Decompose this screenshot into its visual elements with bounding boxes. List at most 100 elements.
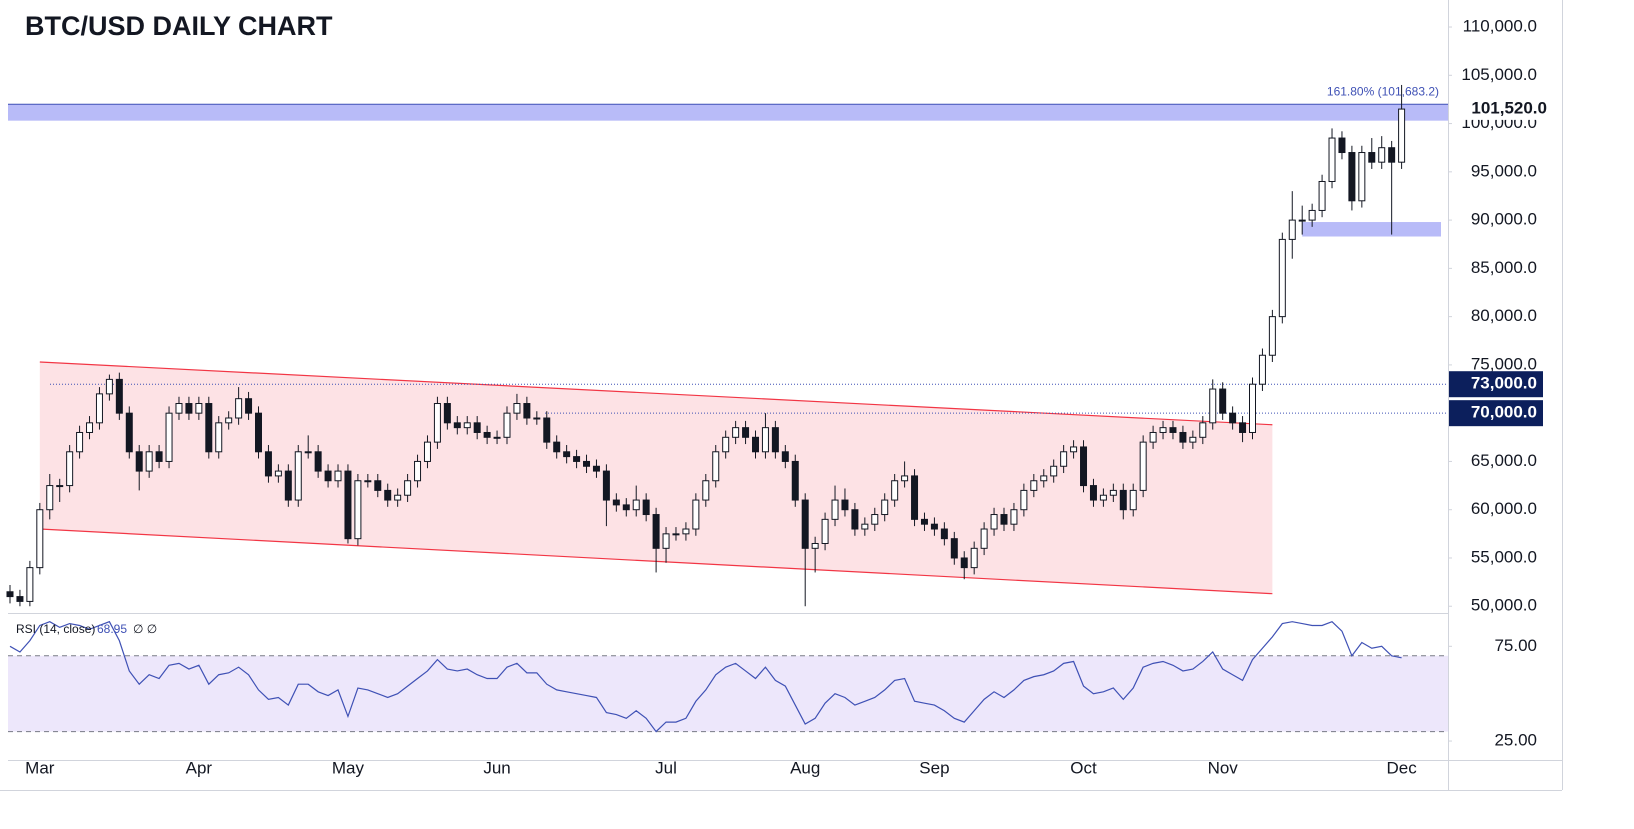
y-tick-label: 80,000.0 (1471, 306, 1537, 325)
x-tick-label: May (332, 758, 365, 777)
rsi-extra: ∅ ∅ (133, 622, 157, 636)
candle-body (374, 480, 382, 491)
candle-body (36, 509, 44, 569)
y-tick-label: 50,000.0 (1471, 596, 1537, 615)
candle-body (245, 398, 253, 414)
candle-body (841, 499, 849, 511)
rsi-name: RSI (14, close) (16, 622, 95, 636)
candle-body (831, 499, 839, 520)
candle-body (86, 422, 94, 433)
candle-body (712, 451, 720, 482)
candle-body (563, 451, 571, 458)
candle-body (155, 451, 163, 462)
candle-body (1010, 509, 1018, 525)
candle-body (26, 567, 34, 602)
candle-body (722, 436, 730, 453)
rsi-band (8, 655, 1448, 732)
candle-body (672, 533, 680, 536)
candle-body (980, 528, 988, 549)
price-label-bg (1449, 97, 1559, 120)
candle-body (911, 475, 919, 520)
candle-body (344, 470, 352, 540)
candle-body (891, 480, 899, 501)
candle-body (861, 523, 869, 530)
candle-body (1278, 238, 1286, 318)
candle-body (821, 518, 829, 544)
candle-body (901, 475, 909, 482)
candle-body (105, 378, 113, 395)
candle-body (1060, 451, 1068, 467)
candle-body (145, 451, 153, 472)
candle-body (175, 403, 183, 414)
rsi-line (9, 620, 1402, 733)
candle-body (1368, 152, 1376, 163)
candle-body (1040, 475, 1048, 482)
candle-body (662, 533, 670, 549)
candle-body (523, 403, 531, 419)
candle-body (165, 412, 173, 462)
candle-body (264, 451, 272, 477)
x-tick-label: Aug (790, 758, 820, 777)
candle-body (583, 460, 591, 467)
channel-upper (39, 361, 1273, 426)
y-tick-label: 95,000.0 (1471, 161, 1537, 180)
candle-body (433, 403, 441, 443)
candle-body (1219, 388, 1227, 414)
y-tick-label: 75,000.0 (1471, 354, 1537, 373)
y-tick-label: 105,000.0 (1461, 65, 1537, 84)
price-zone (8, 104, 1448, 121)
y-tick-label: 85,000.0 (1471, 258, 1537, 277)
candle-body (1338, 137, 1346, 154)
x-tick-label: Nov (1208, 758, 1239, 777)
y-tick-label: 55,000.0 (1471, 547, 1537, 566)
candle-body (235, 398, 243, 419)
candle-body (135, 451, 143, 472)
candle-body (46, 485, 54, 511)
candle-body (1189, 436, 1197, 443)
chart-title: BTC/USD DAILY CHART (25, 11, 333, 41)
candle-body (970, 547, 978, 569)
candle-body (1318, 180, 1326, 211)
candle-body (255, 412, 262, 453)
candle-body (732, 427, 740, 438)
candle-body (1308, 209, 1316, 221)
candle-body (940, 528, 948, 540)
candle-body (215, 422, 223, 453)
candle-body (1398, 108, 1406, 163)
candle-body (304, 451, 312, 454)
candle-body (533, 417, 541, 420)
candle-body (1129, 489, 1137, 511)
candle-body (1328, 137, 1336, 182)
price-label: 101,520.0 (1471, 98, 1547, 117)
candle-body (463, 422, 471, 429)
level-label-bg (1449, 400, 1543, 427)
candle-body (1209, 388, 1217, 424)
candle-body (364, 480, 372, 483)
candle-body (1179, 431, 1187, 443)
candle-body (483, 431, 491, 438)
price-zone (1302, 222, 1441, 237)
candle-body (125, 412, 133, 453)
candle-body (1268, 316, 1276, 356)
candle-body (1020, 489, 1028, 511)
candle-body (76, 431, 84, 453)
candle-body (1358, 152, 1366, 202)
candle-body (443, 403, 451, 424)
candle-body (56, 485, 64, 488)
candle-body (742, 427, 750, 438)
candle-body (543, 417, 551, 443)
candle-body (274, 470, 282, 477)
candle-body (851, 509, 859, 530)
candle-body (553, 441, 561, 453)
candle-body (1378, 147, 1386, 163)
candle-body (573, 456, 581, 462)
candle-body (414, 460, 422, 482)
candle-body (6, 591, 14, 598)
candle-body (1388, 147, 1396, 163)
candle-body (592, 465, 600, 472)
rsi-panel (8, 620, 1448, 733)
candle-body (1229, 412, 1237, 424)
candle-body (1149, 431, 1157, 443)
candle-body (66, 451, 74, 487)
